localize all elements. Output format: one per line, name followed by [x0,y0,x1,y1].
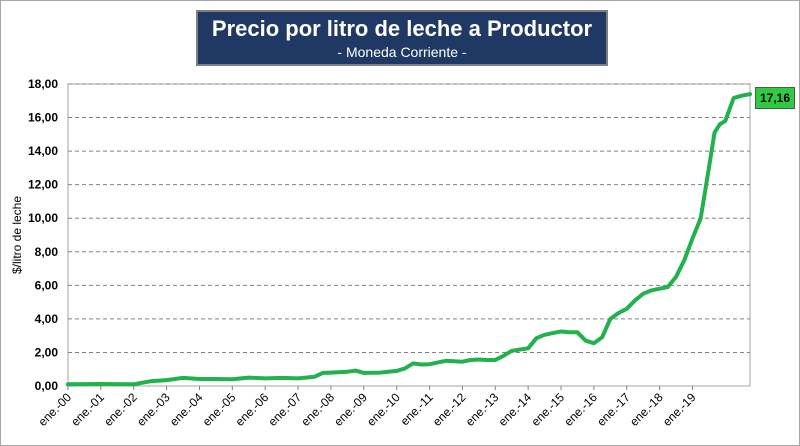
x-tick-label: ene.-05 [200,390,239,429]
last-value-label: 17,16 [755,87,795,109]
y-tick-label: 14,00 [28,144,58,158]
y-tick-label: 10,00 [28,211,58,225]
x-tick-label: ene.-14 [496,390,535,429]
y-tick-label: 18,00 [28,77,58,91]
y-tick-label: 6,00 [35,278,59,292]
x-tick-label: ene.-06 [233,390,272,429]
x-tick-label: ene.-13 [463,390,502,429]
plot-area [67,83,751,387]
x-tick-label: ene.-15 [528,390,567,429]
x-tick-label: ene.-09 [331,390,370,429]
x-tick-label: ene.-03 [134,390,173,429]
y-axis-label: $/litro de leche [10,196,24,274]
x-tick-label: ene.-00 [35,390,74,429]
x-tick-label: ene.-16 [561,390,600,429]
x-tick-label: ene.-02 [101,390,140,429]
y-tick-labels: 0,00 2,00 4,00 6,00 8,00 10,00 12,00 14,00 16,00… [28,77,58,393]
x-tick-label: ene.-07 [266,390,305,429]
x-tick-label: ene.-08 [298,390,337,429]
chart-title: Precio por litro de leche a Productor [211,16,593,41]
grid-lines [68,83,750,353]
x-tick-label: ene.-12 [430,390,469,429]
series-line [66,92,752,387]
x-tick-labels: ene.-00ene.-01ene.-02ene.-03ene.-04ene.-… [35,386,699,429]
x-tick-label: ene.-01 [68,390,107,429]
x-tick-label: ene.-19 [660,390,699,429]
y-tick-label: 16,00 [28,111,58,125]
x-tick-label: ene.-17 [594,390,633,429]
title-box: Precio por litro de leche a Productor - … [196,10,608,66]
y-tick-label: 0,00 [35,379,59,393]
y-tick-label: 4,00 [35,312,59,326]
x-tick-label: ene.-11 [398,390,436,428]
y-tick-label: 2,00 [35,345,59,359]
series-layer [66,92,752,387]
x-tick-label: ene.-10 [364,390,403,429]
chart-subtitle: - Moneda Corriente - [337,44,467,60]
y-tick-label: 8,00 [35,245,59,259]
x-tick-label: ene.-04 [167,390,206,429]
x-tick-label: ene.-18 [627,390,666,429]
y-tick-label: 12,00 [28,178,58,192]
